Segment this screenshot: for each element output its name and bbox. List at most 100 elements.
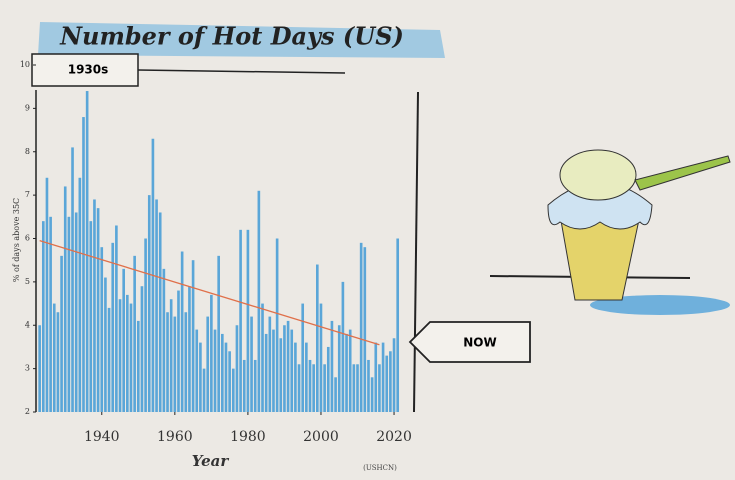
annotation-arrow	[408, 321, 531, 363]
bar	[326, 346, 330, 412]
y-tick-label: 3	[25, 364, 30, 373]
bar	[272, 329, 275, 412]
bar	[45, 177, 49, 412]
bar	[294, 342, 297, 412]
x-tick-label: 1960	[157, 429, 193, 445]
bar	[67, 216, 71, 412]
bar	[49, 216, 52, 412]
bar	[301, 303, 305, 412]
bar	[213, 329, 217, 412]
frame-right	[413, 91, 419, 413]
bar	[140, 286, 144, 412]
bar	[231, 368, 235, 412]
bar	[337, 325, 341, 412]
y-tick-label: 6	[25, 234, 30, 243]
bar	[323, 364, 326, 412]
bar	[38, 325, 41, 412]
bar	[133, 255, 136, 412]
bar	[392, 338, 396, 412]
bar	[206, 316, 210, 412]
bar	[316, 264, 319, 412]
bar	[144, 238, 147, 412]
bar	[264, 333, 268, 412]
bar	[345, 333, 348, 412]
source: (USHCN)	[363, 464, 397, 472]
bar	[359, 242, 363, 412]
bar	[246, 229, 250, 412]
bar	[96, 208, 100, 412]
bar	[378, 364, 381, 412]
bar	[118, 299, 122, 412]
bar	[166, 312, 169, 412]
bar	[224, 342, 228, 412]
bar	[341, 281, 345, 412]
bar	[122, 268, 125, 412]
x-axis-title: Year	[192, 452, 230, 470]
bar	[104, 277, 107, 412]
bar	[374, 342, 378, 412]
bar	[217, 255, 220, 412]
bar	[367, 359, 370, 412]
y-tick-label: 4	[25, 320, 30, 329]
x-tick-label: 2000	[303, 429, 339, 445]
bar	[85, 91, 89, 413]
x-tick-label: 2020	[376, 429, 412, 445]
bar	[279, 338, 283, 412]
x-tick-label: 1980	[230, 429, 266, 445]
bar	[71, 147, 74, 412]
bar	[396, 238, 400, 412]
bar	[93, 199, 96, 412]
bar	[283, 325, 286, 412]
bar	[147, 195, 151, 412]
bar	[41, 221, 45, 412]
trend-line	[39, 240, 380, 346]
bar	[158, 212, 162, 412]
bar	[275, 238, 279, 412]
bar	[129, 303, 133, 412]
bar	[136, 320, 140, 412]
bar	[155, 199, 158, 412]
bar	[370, 377, 374, 412]
bar	[82, 117, 85, 413]
bar	[290, 329, 294, 412]
title-brush	[38, 22, 445, 58]
bar	[228, 351, 231, 412]
y-tick-label: 9	[25, 103, 30, 112]
y-axis-title: % of days above 35C	[12, 198, 21, 282]
bar	[235, 325, 239, 412]
bar	[177, 290, 180, 412]
bar	[191, 260, 195, 412]
annotation: NOW	[463, 336, 496, 350]
bar	[334, 377, 337, 412]
bar	[173, 316, 177, 412]
bar	[115, 225, 118, 412]
bar	[330, 320, 334, 412]
bar	[63, 186, 67, 412]
bar	[111, 242, 115, 412]
bar	[308, 359, 312, 412]
bar	[56, 312, 60, 412]
bar	[74, 212, 78, 412]
bar	[107, 307, 111, 412]
bar	[385, 355, 389, 412]
bar	[169, 299, 173, 412]
bar	[352, 364, 356, 412]
bar	[305, 342, 308, 412]
frame-top	[137, 69, 346, 74]
annotation-box	[31, 53, 139, 87]
bar	[184, 312, 188, 412]
bar	[253, 359, 257, 412]
bar	[261, 303, 264, 412]
bar	[286, 320, 290, 412]
y-tick-label: 7	[25, 190, 30, 199]
y-tick-label: 10	[20, 60, 30, 69]
bar	[250, 316, 253, 412]
bar	[78, 177, 82, 412]
bar	[162, 268, 166, 412]
bar	[268, 316, 272, 412]
bar	[312, 364, 315, 412]
bar	[89, 221, 93, 412]
bar	[180, 251, 184, 412]
bar	[356, 364, 359, 412]
